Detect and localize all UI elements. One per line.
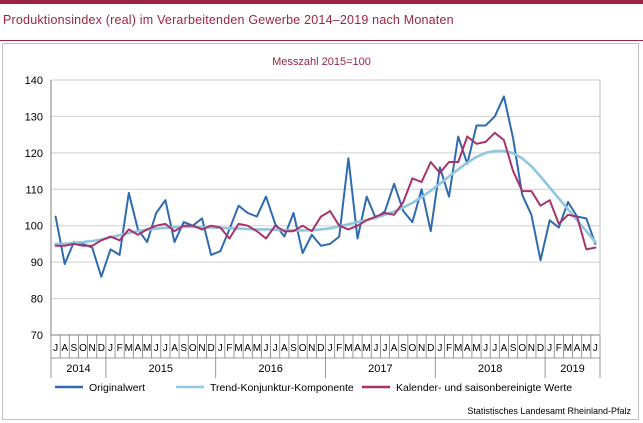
month-tick-label: M (125, 343, 133, 354)
year-label: 2019 (560, 363, 584, 375)
month-tick-label: A (354, 343, 361, 354)
month-tick-label: J (492, 343, 497, 354)
y-tick-label: 70 (31, 330, 43, 342)
month-tick-label: M (344, 343, 352, 354)
year-label: 2017 (368, 363, 392, 375)
month-tick-label: J (373, 343, 378, 354)
title-divider (0, 40, 643, 41)
y-tick-label: 80 (31, 294, 43, 306)
chart-legend: Originalwert Trend-Konjunktur-Komponente K… (55, 382, 572, 394)
month-tick-label: S (400, 343, 407, 354)
month-tick-label: D (317, 343, 324, 354)
series-line (54, 95, 597, 278)
month-tick-label: N (198, 343, 205, 354)
month-tick-label: O (299, 343, 307, 354)
y-tick-label: 130 (25, 111, 43, 123)
month-tick-label: F (117, 343, 123, 354)
month-tick-label: M (564, 343, 572, 354)
y-tick-label: 100 (25, 221, 43, 233)
month-tick-label: M (472, 343, 480, 354)
month-tick-label: S (180, 343, 187, 354)
y-tick-label: 120 (25, 148, 43, 160)
month-tick-label: J (437, 343, 442, 354)
month-tick-label: J (483, 343, 488, 354)
month-tick-label: J (264, 343, 269, 354)
chart-frame (2, 43, 639, 420)
month-tick-label: J (547, 343, 552, 354)
legend-label: Trend-Konjunktur-Komponente (210, 382, 354, 394)
month-tick-label: A (61, 343, 68, 354)
month-tick-label: A (464, 343, 471, 354)
month-tick-label: N (308, 343, 315, 354)
series-line (54, 131, 597, 251)
month-tick-label: N (89, 343, 96, 354)
legend-label: Originalwert (89, 382, 145, 394)
source-note: Statistisches Landesamt Rheinland-Pfalz (467, 406, 631, 416)
legend-label: Kalender- und saisonbereinigte Werte (396, 382, 572, 394)
month-tick-label: F (336, 343, 342, 354)
year-label: 2016 (258, 363, 282, 375)
year-label: 2018 (478, 363, 502, 375)
month-tick-label: A (574, 343, 581, 354)
month-tick-label: J (154, 343, 159, 354)
year-label: 2014 (66, 363, 90, 375)
month-tick-label: J (593, 343, 598, 354)
chart-subtitle: Messzahl 2015=100 (272, 56, 371, 68)
month-tick-label: A (391, 343, 398, 354)
month-tick-label: D (427, 343, 434, 354)
month-tick-label: O (518, 343, 526, 354)
month-tick-label: M (143, 343, 151, 354)
month-tick-label: D (98, 343, 105, 354)
month-tick-label: O (189, 343, 197, 354)
month-tick-label: F (446, 343, 452, 354)
month-tick-label: M (234, 343, 242, 354)
y-tick-label: 110 (25, 184, 43, 196)
chart-series (54, 95, 597, 278)
month-tick-label: F (556, 343, 562, 354)
month-tick-label: A (501, 343, 508, 354)
month-tick-label: M (454, 343, 462, 354)
month-tick-label: J (163, 343, 168, 354)
month-tick-label: S (510, 343, 517, 354)
month-tick-label: M (253, 343, 261, 354)
month-tick-label: M (363, 343, 371, 354)
month-tick-label: J (218, 343, 223, 354)
month-tick-label: D (537, 343, 544, 354)
y-tick-label: 140 (25, 75, 43, 87)
y-tick-label: 90 (31, 257, 43, 269)
month-tick-label: D (208, 343, 215, 354)
month-tick-label: N (418, 343, 425, 354)
month-tick-label: A (244, 343, 251, 354)
series-line (54, 149, 597, 246)
month-tick-label: O (79, 343, 87, 354)
month-tick-label: J (53, 343, 58, 354)
month-tick-label: J (108, 343, 113, 354)
month-tick-label: S (290, 343, 297, 354)
month-tick-label: J (328, 343, 333, 354)
page-title: Produktionsindex (real) im Verarbeitende… (3, 13, 454, 27)
month-tick-label: O (409, 343, 417, 354)
month-tick-label: A (281, 343, 288, 354)
month-tick-label: J (273, 343, 278, 354)
month-tick-label: S (71, 343, 78, 354)
month-tick-label: A (135, 343, 142, 354)
year-label: 2015 (149, 363, 173, 375)
month-tick-label: N (528, 343, 535, 354)
month-tick-label: M (582, 343, 590, 354)
month-tick-label: A (171, 343, 178, 354)
top-accent-rule (0, 0, 643, 4)
month-tick-label: J (382, 343, 387, 354)
month-tick-label: F (226, 343, 232, 354)
